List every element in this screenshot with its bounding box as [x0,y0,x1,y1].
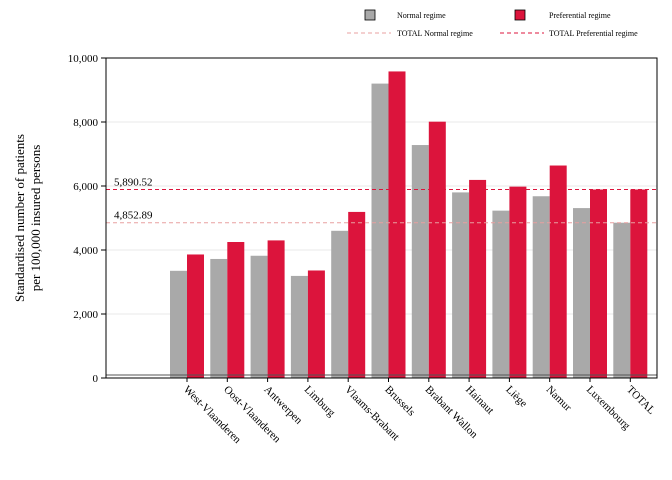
bar [549,165,567,378]
bar [290,275,308,378]
legend-label-normal: Normal regime [397,11,446,20]
y-tick-label: 8,000 [73,117,98,129]
y-axis-label-line1: Standardised number of patients [12,134,27,302]
y-tick-label: 10,000 [68,53,99,65]
x-tick-label: Liège [503,384,529,410]
bar [170,270,187,378]
legend-swatch-preferential [514,9,526,21]
x-tick-label: Namur [544,384,574,414]
x-tick-label: Antwerpen [261,384,304,427]
reference-line-label: 4,852.89 [114,210,153,222]
y-axis-label-line2: per 100,000 insured persons [28,145,43,292]
bar [250,255,268,378]
y-tick-label: 0 [93,373,99,385]
bar [388,71,406,378]
bar [267,240,285,378]
legend-label-preferential: Preferential regime [549,11,611,20]
legend: Normal regime Preferential regime TOTAL … [347,9,638,38]
legend-swatch-normal [364,9,376,21]
bar [331,230,349,378]
bar [428,121,446,379]
plot-frame [105,57,658,379]
bar [532,196,550,378]
bar [469,179,487,378]
bar [630,189,648,378]
bar [348,211,366,378]
bar [613,222,631,378]
bar [187,254,204,378]
y-tick-label: 6,000 [73,181,98,193]
legend-label-total-preferential: TOTAL Preferential regime [549,29,638,38]
reference-line-label: 5,890.52 [114,177,153,189]
x-tick-label: Hainaut [463,384,496,417]
bar [590,189,607,378]
bar [509,186,527,378]
y-tick-label: 4,000 [73,245,98,257]
x-tick-label: TOTAL [624,384,657,417]
bar [227,242,245,378]
bar [452,192,470,378]
bar [573,208,590,378]
bar [307,270,325,378]
bar [411,145,429,378]
plot-area: West-VlaanderenOost-VlaanderenAntwerpenL… [68,53,658,446]
legend-label-total-normal: TOTAL Normal regime [397,29,473,38]
bar [210,258,228,378]
bar [371,83,389,378]
x-tick-label: Brussels [382,384,417,419]
bar [492,210,510,378]
y-tick-label: 2,000 [73,309,98,321]
x-tick-label: Limburg [302,384,338,420]
